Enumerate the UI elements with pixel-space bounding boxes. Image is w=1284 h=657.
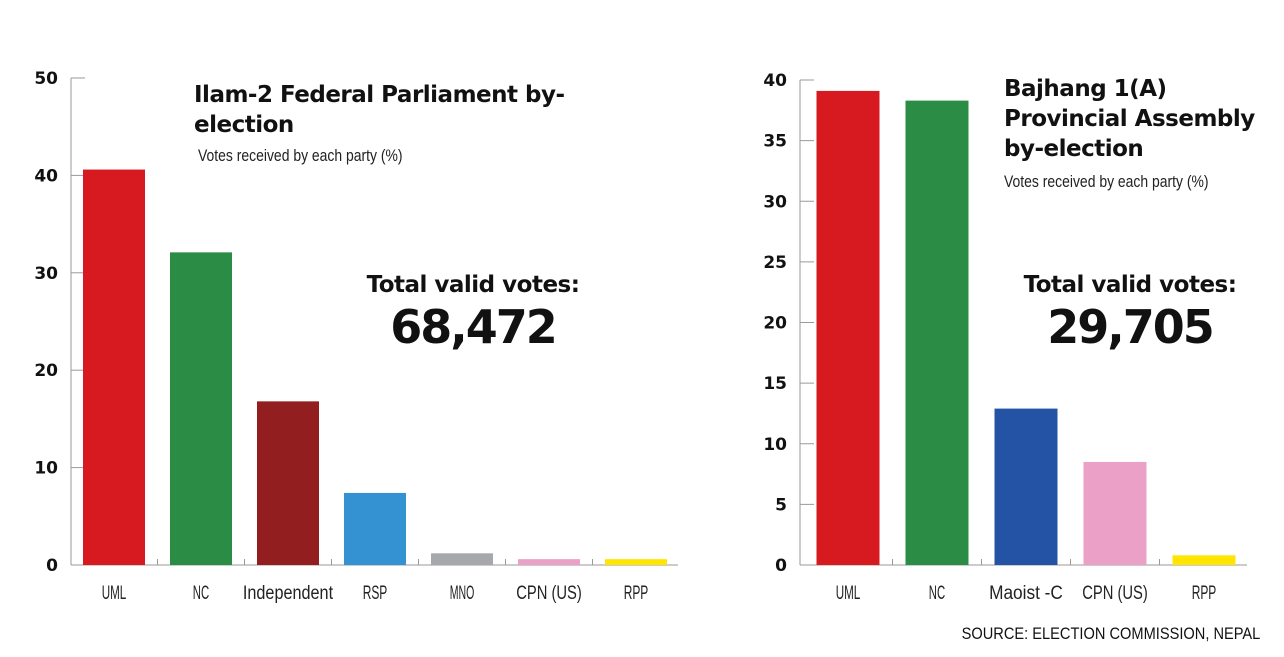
chart1-y-tick-label: 40: [34, 166, 58, 186]
chart2-y-tick-label: 20: [763, 314, 787, 334]
chart2-y-tick-label: 35: [763, 132, 787, 152]
chart2-title: Bajhang 1(A) Provincial Assembly by-elec…: [1004, 76, 1255, 162]
chart2-y-tick-label: 10: [763, 435, 787, 455]
chart2-bar-nc: [905, 100, 969, 566]
chart2-y-tick-label: 5: [775, 495, 787, 515]
chart2-bar-uml: [816, 90, 880, 565]
chart1-bar-independent: [257, 401, 319, 565]
chart1-y-tick-label: 50: [34, 69, 58, 89]
chart1-x-tick-label: CPN (US): [516, 583, 582, 604]
chart1-y-tick-label: 20: [34, 361, 58, 381]
chart2-total-value: 29,705: [1047, 300, 1215, 354]
chart2-y-tick-label: 15: [763, 374, 787, 394]
chart1-bar-mno: [431, 553, 493, 565]
chart1-x-tick-label: Independent: [243, 583, 334, 604]
chart2-x-tick-label: Maoist -C: [989, 583, 1063, 604]
chart1-total-value: 68,472: [390, 300, 558, 354]
chart2-bar-cpn-us: [1083, 461, 1147, 565]
chart1-x-tick-label: NC: [193, 583, 209, 604]
chart2-y-tick-label: 40: [763, 71, 787, 91]
chart1-bar-rpp: [605, 559, 667, 565]
chart1-bar-cpn-us: [518, 559, 580, 565]
chart2-y-tick-label: 30: [763, 192, 787, 212]
source-note: SOURCE: ELECTION COMMISSION, NEPAL: [961, 624, 1260, 643]
chart2-subtitle: Votes received by each party (%): [1004, 172, 1209, 191]
chart2-bar-maoist-c: [994, 408, 1058, 565]
chart1-x-tick-label: RPP: [624, 583, 649, 604]
chart1-total-label: Total valid votes:: [366, 272, 580, 298]
chart1-subtitle: Votes received by each party (%): [198, 146, 403, 165]
chart2-y-tick-label: 25: [763, 253, 787, 273]
chart1-x-tick-label: RSP: [363, 583, 388, 604]
chart1-x-tick-label: MNO: [450, 583, 475, 604]
chart1-y-tick-label: 0: [46, 556, 58, 576]
chart2-x-tick-label: CPN (US): [1082, 583, 1148, 604]
chart1-bar-uml: [83, 169, 145, 565]
chart1-bar-rsp: [344, 492, 406, 565]
chart2-x-tick-label: RPP: [1192, 583, 1217, 604]
chart2-total-label: Total valid votes:: [1023, 272, 1237, 298]
chart2-y-tick-label: 0: [775, 556, 787, 576]
chart1-title: Ilam-2 Federal Parliament by-election: [194, 82, 565, 138]
chart2-x-tick-label: UML: [836, 583, 861, 604]
chart2-bar-rpp: [1172, 555, 1236, 565]
chart1-bar-nc: [170, 252, 232, 565]
chart1-x-tick-label: UML: [102, 583, 127, 604]
chart1-y-tick-label: 10: [34, 459, 58, 479]
chart1-y-tick-label: 30: [34, 264, 58, 284]
chart2-x-tick-label: NC: [929, 583, 945, 604]
